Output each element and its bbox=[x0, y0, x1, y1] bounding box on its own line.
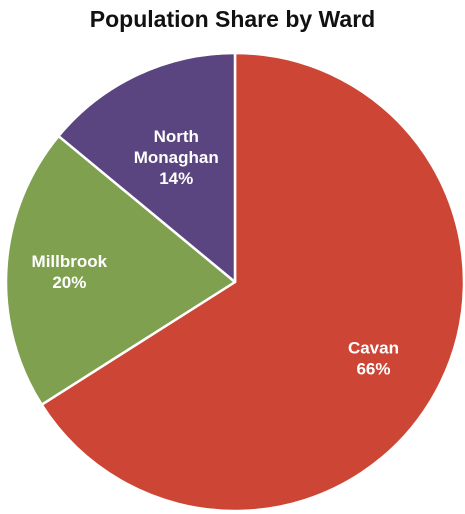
chart-title: Population Share by Ward bbox=[89, 6, 376, 32]
pie-labels: Cavan 66% Millbrook 20% North Monaghan 14% bbox=[32, 127, 399, 378]
slice-label-millbrook: Millbrook 20% bbox=[32, 252, 108, 292]
slice-value-label: 14% bbox=[159, 169, 193, 188]
slice-name-label: North bbox=[154, 127, 199, 146]
slice-name-label: Millbrook bbox=[32, 252, 108, 271]
slice-value-label: 66% bbox=[356, 359, 390, 378]
pie-slice-cavan bbox=[40, 51, 465, 513]
slice-name-label: Monaghan bbox=[134, 148, 219, 167]
slice-value-label: 20% bbox=[52, 273, 86, 292]
slice-name-label: Cavan bbox=[348, 338, 399, 357]
pie-slices bbox=[4, 51, 465, 513]
slice-label-cavan: Cavan 66% bbox=[348, 338, 399, 378]
slice-label-north-monaghan: North Monaghan 14% bbox=[134, 127, 219, 188]
pie-slice-millbrook bbox=[4, 134, 237, 406]
pie-slice-north-monaghan bbox=[57, 51, 237, 284]
